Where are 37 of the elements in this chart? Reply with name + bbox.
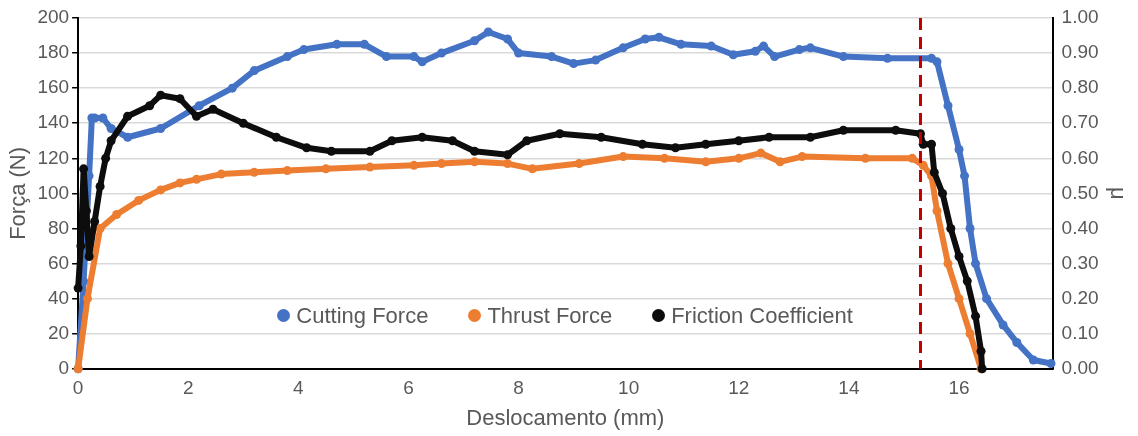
y-tick-label: 120	[37, 146, 70, 168]
y2-tick-label: 0.20	[1061, 286, 1099, 308]
x-tick-label: 2	[182, 377, 194, 399]
legend-label: Friction Coefficient	[671, 302, 853, 329]
x-tick-label: 8	[513, 377, 524, 399]
y2-tick-label: 0.90	[1061, 41, 1099, 63]
y2-tick-label: 0.30	[1061, 251, 1099, 273]
y2-axis-title: μ	[1105, 187, 1131, 200]
y2-tick-label: 0.70	[1061, 111, 1099, 133]
x-tick-label: 16	[948, 377, 970, 399]
y-axis-title: Força (N)	[5, 146, 31, 240]
y-tick-label: 140	[37, 111, 70, 133]
y2-tick-label: 0.80	[1061, 76, 1099, 98]
x-tick-label: 10	[618, 377, 640, 399]
x-tick-label: 0	[72, 377, 84, 399]
y2-tick-label: 0.00	[1061, 357, 1099, 379]
y2-tick-label: 1.00	[1061, 6, 1099, 28]
x-tick-label: 12	[728, 377, 750, 399]
y2-tick-label: 0.40	[1061, 216, 1099, 238]
y-tick-label: 20	[47, 321, 70, 343]
y-tick-label: 180	[37, 41, 70, 63]
x-tick-label: 6	[403, 377, 414, 399]
y-tick-label: 0	[58, 357, 70, 379]
x-tick-label: 14	[838, 377, 860, 399]
legend-label: Thrust Force	[487, 302, 613, 329]
x-axis-title: Deslocamento (mm)	[466, 404, 665, 430]
y-tick-label: 60	[47, 251, 70, 273]
y2-tick-label: 0.10	[1061, 321, 1099, 343]
y-tick-label: 160	[37, 76, 70, 98]
legend-label: Cutting Force	[296, 302, 429, 329]
y-tick-label: 200	[37, 6, 70, 28]
x-tick-label: 4	[293, 377, 305, 399]
y-tick-label: 40	[47, 286, 70, 308]
y-tick-label: 100	[37, 181, 70, 203]
y2-tick-label: 0.60	[1061, 146, 1099, 168]
y2-tick-label: 0.50	[1061, 181, 1099, 203]
y-tick-label: 80	[47, 216, 70, 238]
